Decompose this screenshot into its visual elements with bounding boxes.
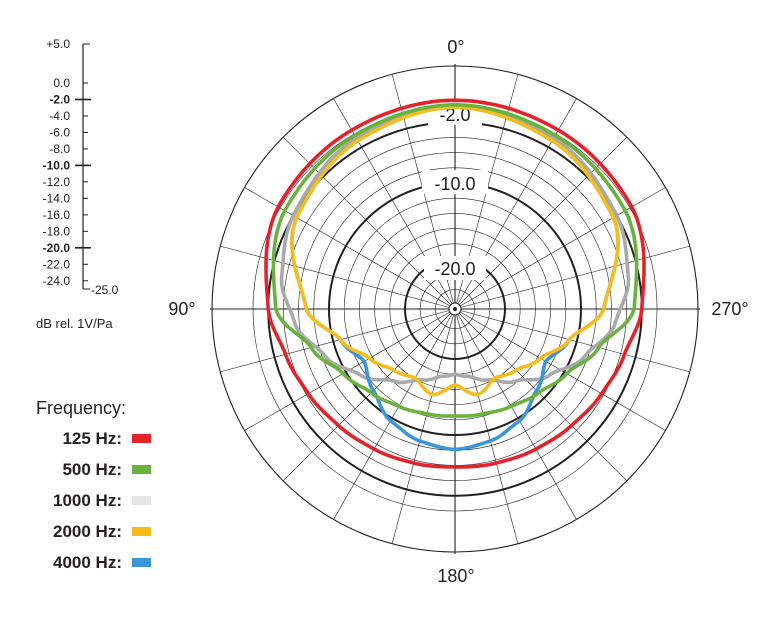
series-curve-2000hz bbox=[290, 105, 620, 397]
ring-label-minus-20: -20.0 bbox=[434, 259, 475, 279]
legend-label: 4000 Hz: bbox=[53, 553, 122, 572]
spoke-line bbox=[333, 308, 456, 520]
legend-label: 125 Hz: bbox=[62, 429, 122, 448]
legend-label: 1000 Hz: bbox=[53, 491, 122, 510]
spoke-line bbox=[220, 308, 456, 373]
grid-ring bbox=[343, 197, 567, 421]
angle-label-270: 270° bbox=[711, 299, 748, 319]
ring-labels: -2.0 -10.0 -20.0 bbox=[422, 101, 488, 280]
scale-tick-label: -16.0 bbox=[43, 208, 71, 222]
series-curve-500hz bbox=[271, 102, 639, 418]
spoke-line bbox=[220, 245, 456, 310]
legend-title: Frequency: bbox=[36, 398, 126, 418]
legend-swatch bbox=[132, 434, 151, 443]
legend-swatch bbox=[132, 496, 151, 505]
spoke-line bbox=[454, 136, 628, 310]
scale-unit-label: dB rel. 1V/Pa bbox=[36, 316, 113, 331]
ring-label-bg bbox=[422, 170, 488, 194]
legend-swatch bbox=[132, 527, 151, 536]
spoke-line bbox=[454, 308, 519, 544]
legend-items: 125 Hz: 500 Hz: 1000 Hz: 2000 Hz: 4000 Hz: bbox=[53, 429, 151, 572]
spoke-line bbox=[282, 136, 456, 310]
scale-tick-label: -18.0 bbox=[43, 224, 71, 238]
scale-tick-label: -4.0 bbox=[49, 109, 70, 123]
scale-max-label: +5.0 bbox=[46, 37, 70, 51]
scale-tick-label: -10.0 bbox=[43, 158, 71, 172]
spoke-line bbox=[391, 308, 456, 544]
scale-tick-label: -14.0 bbox=[43, 191, 71, 205]
scale-tick-label: -12.0 bbox=[43, 175, 71, 189]
spoke-line bbox=[454, 245, 690, 310]
scale-tick-label: -24.0 bbox=[43, 274, 71, 288]
ring-label-minus-2: -2.0 bbox=[439, 105, 470, 125]
spoke-line bbox=[454, 308, 628, 482]
scale-tick-label: -6.0 bbox=[49, 125, 70, 139]
legend-label: 500 Hz: bbox=[62, 460, 122, 479]
spoke-line bbox=[454, 308, 577, 520]
scale-ticks: 0.0 -2.0 -4.0 -6.0 -8.0 -10.0 -12.0 -14.0 -16.0 -… bbox=[43, 76, 91, 288]
grid-ring bbox=[374, 228, 536, 390]
grid-ring bbox=[359, 213, 551, 405]
scale-min-label: -25.0 bbox=[91, 283, 119, 297]
scale-tick-label: -22.0 bbox=[43, 257, 71, 271]
legend-swatch bbox=[132, 465, 151, 474]
scale-tick-label: -2.0 bbox=[49, 92, 70, 106]
series-curve-1000hz bbox=[279, 105, 631, 385]
legend: Frequency: 125 Hz: 500 Hz: 1000 Hz: 2000 Hz… bbox=[36, 398, 151, 572]
grid-ring bbox=[283, 137, 627, 481]
grid-ring bbox=[435, 289, 475, 329]
angle-label-180: 180° bbox=[437, 566, 474, 586]
legend-label: 2000 Hz: bbox=[53, 522, 122, 541]
scale-tick-label: -20.0 bbox=[43, 241, 71, 255]
outer-ring bbox=[211, 65, 699, 553]
center-dot bbox=[453, 307, 457, 311]
legend-swatch bbox=[132, 558, 151, 567]
ring-label-bg bbox=[424, 256, 486, 280]
angle-label-0: 0° bbox=[447, 37, 464, 57]
angle-label-90: 90° bbox=[168, 299, 195, 319]
db-scale: +5.0 -25.0 0.0 -2.0 -4.0 -6.0 -8.0 -10.0 -12.0… bbox=[36, 37, 119, 331]
spoke-line bbox=[282, 308, 456, 482]
series-curve-125hz bbox=[264, 98, 646, 469]
spoke-line bbox=[454, 308, 690, 373]
scale-tick-label: -8.0 bbox=[49, 142, 70, 156]
response-curves bbox=[264, 98, 646, 469]
ring-label-minus-10: -10.0 bbox=[434, 174, 475, 194]
scale-tick-label: 0.0 bbox=[53, 76, 70, 90]
